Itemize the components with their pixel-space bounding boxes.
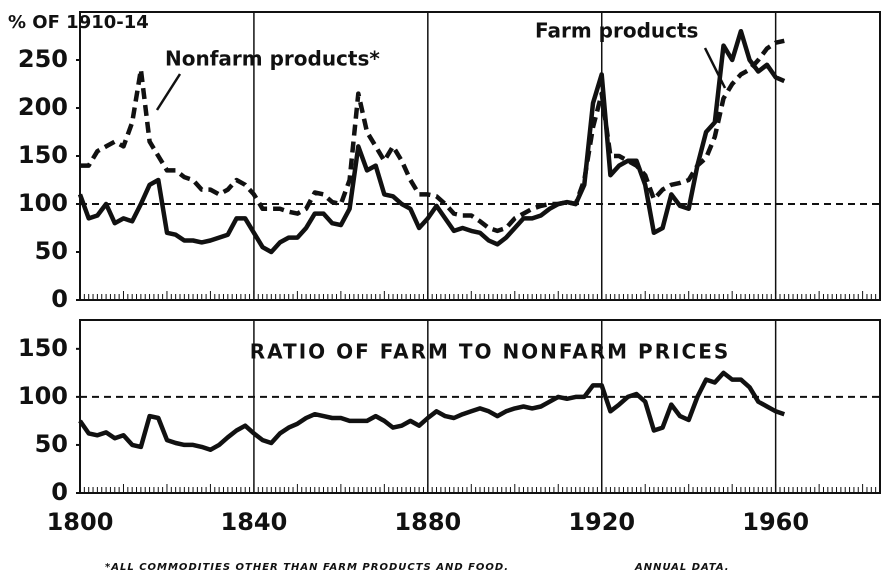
plot-frame: [79, 11, 881, 301]
dashed-line: [80, 38, 785, 234]
y-tick-label: 0: [51, 478, 68, 506]
footnote: *ALL COMMODITIES OTHER THAN FARM PRODUCT…: [105, 562, 509, 573]
line: [77, 28, 786, 255]
y-tick-label: 100: [18, 189, 68, 217]
y-tick-label: 100: [18, 382, 68, 410]
pointer: [155, 73, 182, 111]
y-tick-label: 50: [35, 237, 68, 265]
panel-title: RATIO OF FARM TO NONFARM PRICES: [250, 340, 731, 364]
x-tick-label: 1920: [568, 508, 635, 536]
x-tick-label: 1840: [221, 508, 288, 536]
y-tick-label: 50: [35, 430, 68, 458]
y-tick-label: 150: [18, 141, 68, 169]
y-axis-label: % OF 1910-14: [8, 12, 149, 33]
footnote: ANNUAL DATA.: [634, 562, 730, 573]
x-tick-label: 1960: [742, 508, 809, 536]
series-label: Nonfarm products*: [165, 47, 380, 71]
plot-frame: [79, 319, 881, 494]
x-tick-label: 1800: [47, 508, 114, 536]
y-tick-label: 200: [18, 93, 68, 121]
y-tick-label: 150: [18, 334, 68, 362]
y-tick-label: 0: [51, 285, 68, 313]
y-tick-label: 250: [18, 45, 68, 73]
x-tick-label: 1880: [394, 508, 461, 536]
series-label: Farm products: [535, 19, 698, 43]
line: [78, 370, 786, 453]
